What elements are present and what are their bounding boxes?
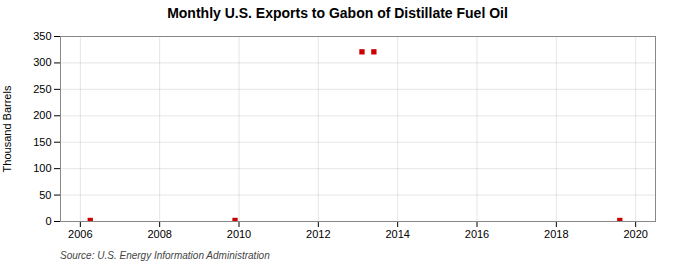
html-text:Source: U.S. Energy Informatio: Source: U.S. Energy Information Administ… — [60, 250, 270, 261]
svg-text:2012: 2012 — [306, 228, 330, 240]
svg-text:2010: 2010 — [227, 228, 251, 240]
svg-text:350: 350 — [33, 30, 51, 42]
svg-text:2008: 2008 — [147, 228, 171, 240]
svg-text:100: 100 — [33, 162, 51, 174]
svg-text:300: 300 — [33, 56, 51, 68]
svg-text:200: 200 — [33, 109, 51, 121]
html-text:Monthly U.S. Exports to Gabon: Monthly U.S. Exports to Gabon of Distill… — [167, 5, 508, 21]
svg-text:250: 250 — [33, 83, 51, 95]
svg-text:0: 0 — [45, 215, 51, 227]
svg-text:150: 150 — [33, 136, 51, 148]
svg-text:2014: 2014 — [385, 228, 409, 240]
svg-text:2006: 2006 — [68, 228, 92, 240]
svg-text:2018: 2018 — [544, 228, 568, 240]
svg-text:2016: 2016 — [465, 228, 489, 240]
svg-text:2020: 2020 — [623, 228, 647, 240]
svg-text:Thousand Barrels: Thousand Barrels — [1, 85, 13, 172]
svg-text:50: 50 — [39, 189, 51, 201]
